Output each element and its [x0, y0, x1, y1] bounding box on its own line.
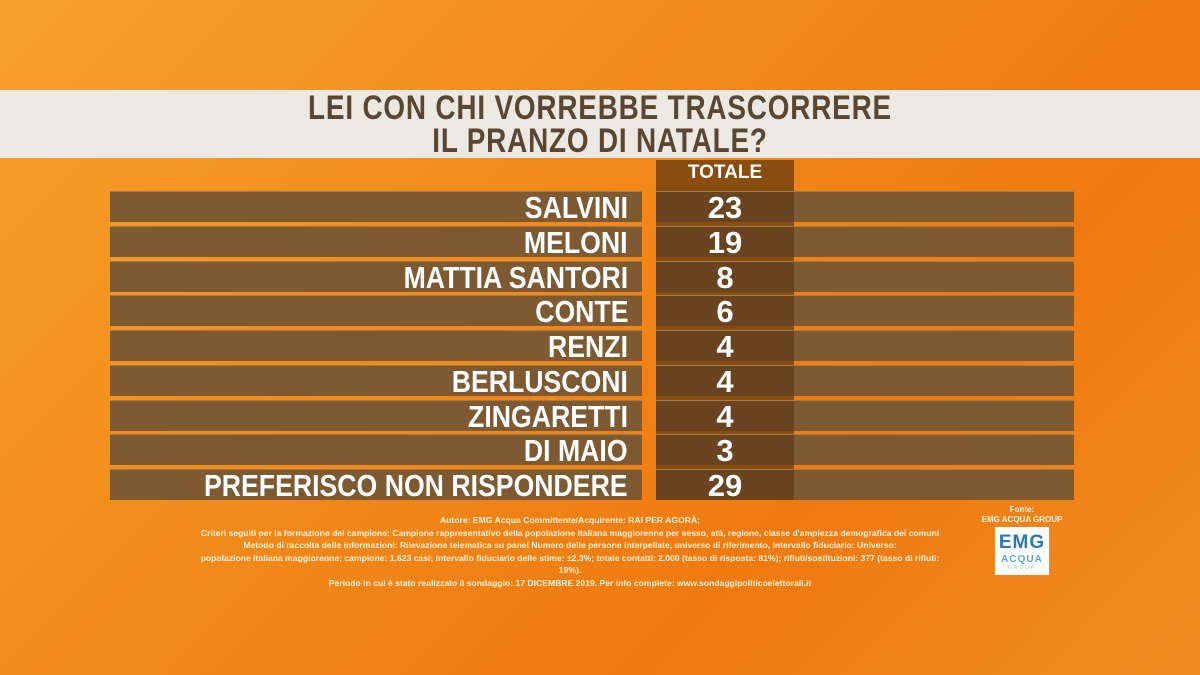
value-label: 4	[716, 364, 734, 399]
value-label: 4	[716, 329, 734, 364]
note-line: popolazione italiana maggiorenne; campio…	[200, 552, 940, 576]
source-label: Fonte:	[1009, 505, 1035, 514]
table-row-value: 4	[656, 364, 1074, 399]
value-label: 8	[716, 260, 734, 295]
value-label: 6	[716, 294, 734, 329]
table-row-value: 19	[656, 225, 1074, 260]
category-label: DI MAIO	[524, 433, 628, 468]
table-row-value: 4	[656, 399, 1074, 434]
note-line: Metodo di raccolta delle informazioni: R…	[243, 540, 897, 550]
table-row-label: MELONI	[110, 225, 642, 260]
table-row-label: RENZI	[110, 329, 642, 364]
column-header: TOTALE	[687, 162, 763, 183]
note-line: Periodo in cui è stato realizzato il son…	[328, 577, 812, 588]
category-label: MATTIA SANTORI	[403, 260, 628, 295]
title-band	[0, 90, 1200, 158]
category-label: PREFERISCO NON RISPONDERE	[204, 468, 628, 503]
source-credit: Fonte: EMG ACQUA GROUP	[980, 505, 1064, 525]
category-label: CONTE	[534, 294, 628, 329]
category-label: BERLUSCONI	[451, 364, 628, 399]
title-line-2: IL PRANZO DI NATALE?	[432, 122, 768, 160]
table-row-label: MATTIA SANTORI	[110, 260, 642, 295]
source-name: EMG ACQUA GROUP	[981, 515, 1063, 524]
table-row-value: 23	[656, 190, 1074, 225]
table-row-value: 29	[656, 468, 1074, 503]
category-label: RENZI	[548, 329, 628, 364]
category-label: MELONI	[524, 225, 628, 260]
category-label: ZINGARETTI	[468, 399, 628, 434]
chart-title: LEI CON CHI VORREBBE TRASCORRERE IL PRAN…	[0, 89, 1200, 160]
value-label: 4	[716, 399, 734, 434]
table-row-label: ZINGARETTI	[110, 399, 642, 434]
note-line: Autore: EMG Acqua Committente/Acquirente…	[439, 515, 701, 525]
table-row-value: 4	[656, 329, 1074, 364]
table-row-label: SALVINI	[110, 190, 642, 225]
emg-acqua-logo: EMG ACQUA GROUP	[995, 527, 1049, 575]
table-row-label: PREFERISCO NON RISPONDERE	[110, 468, 642, 503]
value-label: 23	[707, 190, 743, 225]
table-row-label: CONTE	[110, 294, 642, 329]
value-label: 3	[716, 433, 734, 468]
table-row-label: BERLUSCONI	[110, 364, 642, 399]
value-label: 19	[707, 225, 743, 260]
value-label: 29	[707, 468, 743, 503]
table-row-value: 8	[656, 260, 1074, 295]
table-row-value: 6	[656, 294, 1074, 329]
title-line-1: LEI CON CHI VORREBBE TRASCORRERE	[308, 89, 892, 127]
table-row-label: DI MAIO	[110, 433, 642, 468]
category-label: SALVINI	[524, 190, 628, 225]
table-row-value: 3	[656, 433, 1074, 468]
note-line: Criteri seguiti per la formazione del ca…	[200, 527, 940, 538]
methodology-notes: Autore: EMG Acqua Committente/Acquirente…	[200, 514, 940, 589]
